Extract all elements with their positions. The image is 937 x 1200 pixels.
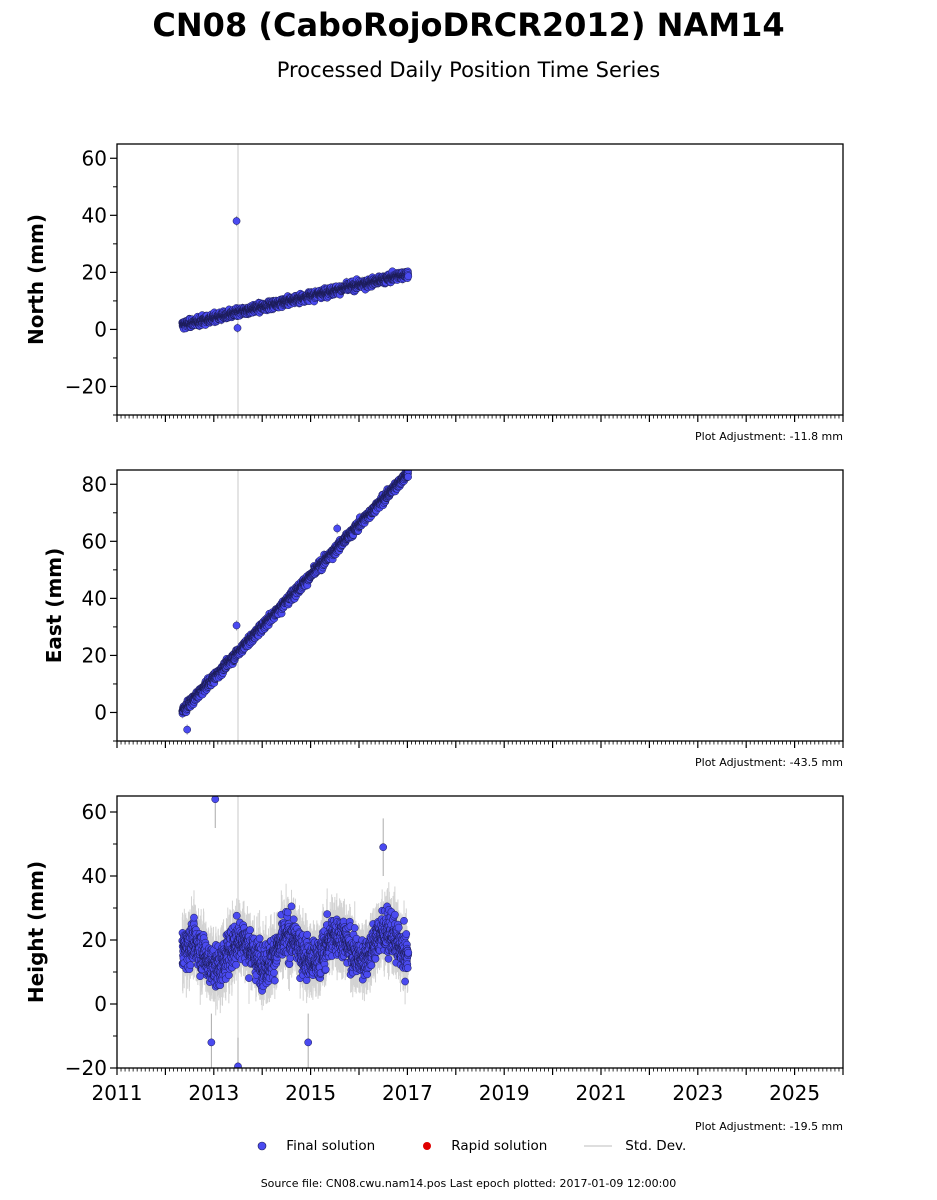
plot-area-0 [178, 144, 413, 415]
y-tick-label: 0 [94, 317, 107, 341]
plot-adjustment-note: Plot Adjustment: -11.8 mm [695, 430, 843, 443]
chart-title: CN08 (CaboRojoDRCR2012) NAM14 [152, 6, 785, 44]
y-tick-label: 40 [82, 203, 107, 227]
y-tick-label: 20 [82, 260, 107, 284]
outlier-point [232, 217, 241, 225]
y-tick-label: −20 [65, 374, 107, 398]
outlier-point [233, 324, 242, 332]
data-point [404, 272, 413, 281]
chart-subtitle: Processed Daily Position Time Series [276, 58, 661, 82]
final-solution-points [178, 217, 413, 333]
y-tick-label: 60 [82, 146, 107, 170]
panel-0: −20 0 20 40 60 North (mm) Plot Adjustment: -11… [24, 143, 844, 443]
y-axis-label: North (mm) [24, 214, 48, 345]
plot-frame-0 [116, 143, 844, 416]
plot-area-1 [178, 470, 413, 741]
